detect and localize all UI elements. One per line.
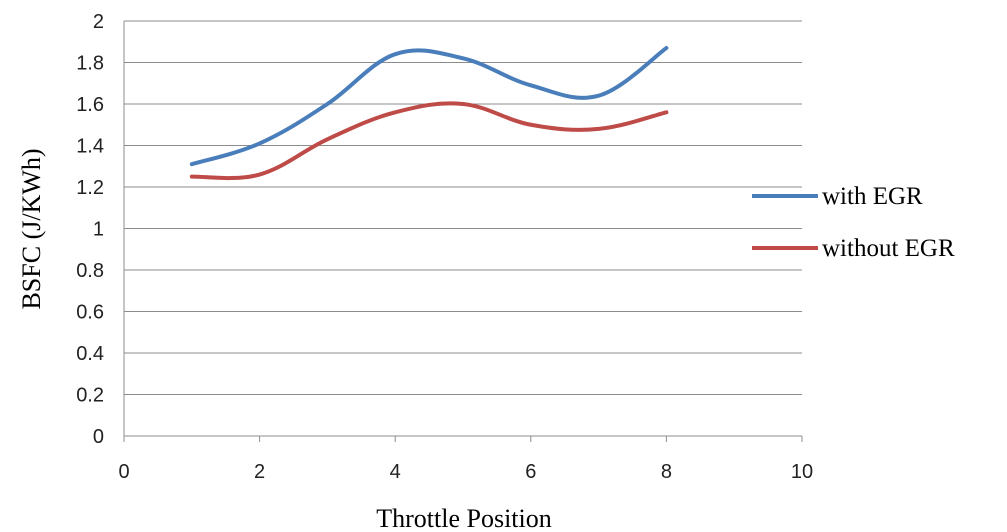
y-tick-label: 0 xyxy=(93,426,104,448)
y-tick-label: 2 xyxy=(93,11,104,33)
y-tick-label: 1.6 xyxy=(76,94,104,116)
x-axis-title: Throttle Position xyxy=(376,504,552,532)
axes xyxy=(123,21,803,442)
x-tick-label: 0 xyxy=(118,461,129,483)
legend-label-1: with EGR xyxy=(822,183,923,210)
x-tick-label: 6 xyxy=(525,461,536,483)
y-tick-label: 0.8 xyxy=(76,260,104,282)
y-tick-label: 0.6 xyxy=(76,302,104,324)
y-tick-label: 1.4 xyxy=(76,136,104,158)
legend: with EGR without EGR xyxy=(752,183,955,262)
y-axis-title: BSFC (J/KWh) xyxy=(17,148,46,309)
y-tick-label: 0.2 xyxy=(76,385,104,407)
legend-label-2: without EGR xyxy=(822,235,955,262)
series-lines xyxy=(189,45,669,181)
x-tick-label: 2 xyxy=(254,461,265,483)
tick-labels: 0 0.2 0.4 0.6 0.8 1 1.2 1.4 1.6 1.8 2 0 2 4 6 8 10 xyxy=(76,11,813,483)
gridlines xyxy=(124,20,802,395)
series-line-2 xyxy=(189,101,669,181)
x-tick-label: 4 xyxy=(390,461,401,483)
y-tick-label: 1 xyxy=(93,219,104,241)
y-tick-label: 0.4 xyxy=(76,343,104,365)
y-tick-label: 1.8 xyxy=(76,53,104,75)
x-tick-label: 10 xyxy=(791,461,813,483)
x-tick-label: 8 xyxy=(661,461,672,483)
y-tick-label: 1.2 xyxy=(76,177,104,199)
series-line-1 xyxy=(189,45,669,167)
